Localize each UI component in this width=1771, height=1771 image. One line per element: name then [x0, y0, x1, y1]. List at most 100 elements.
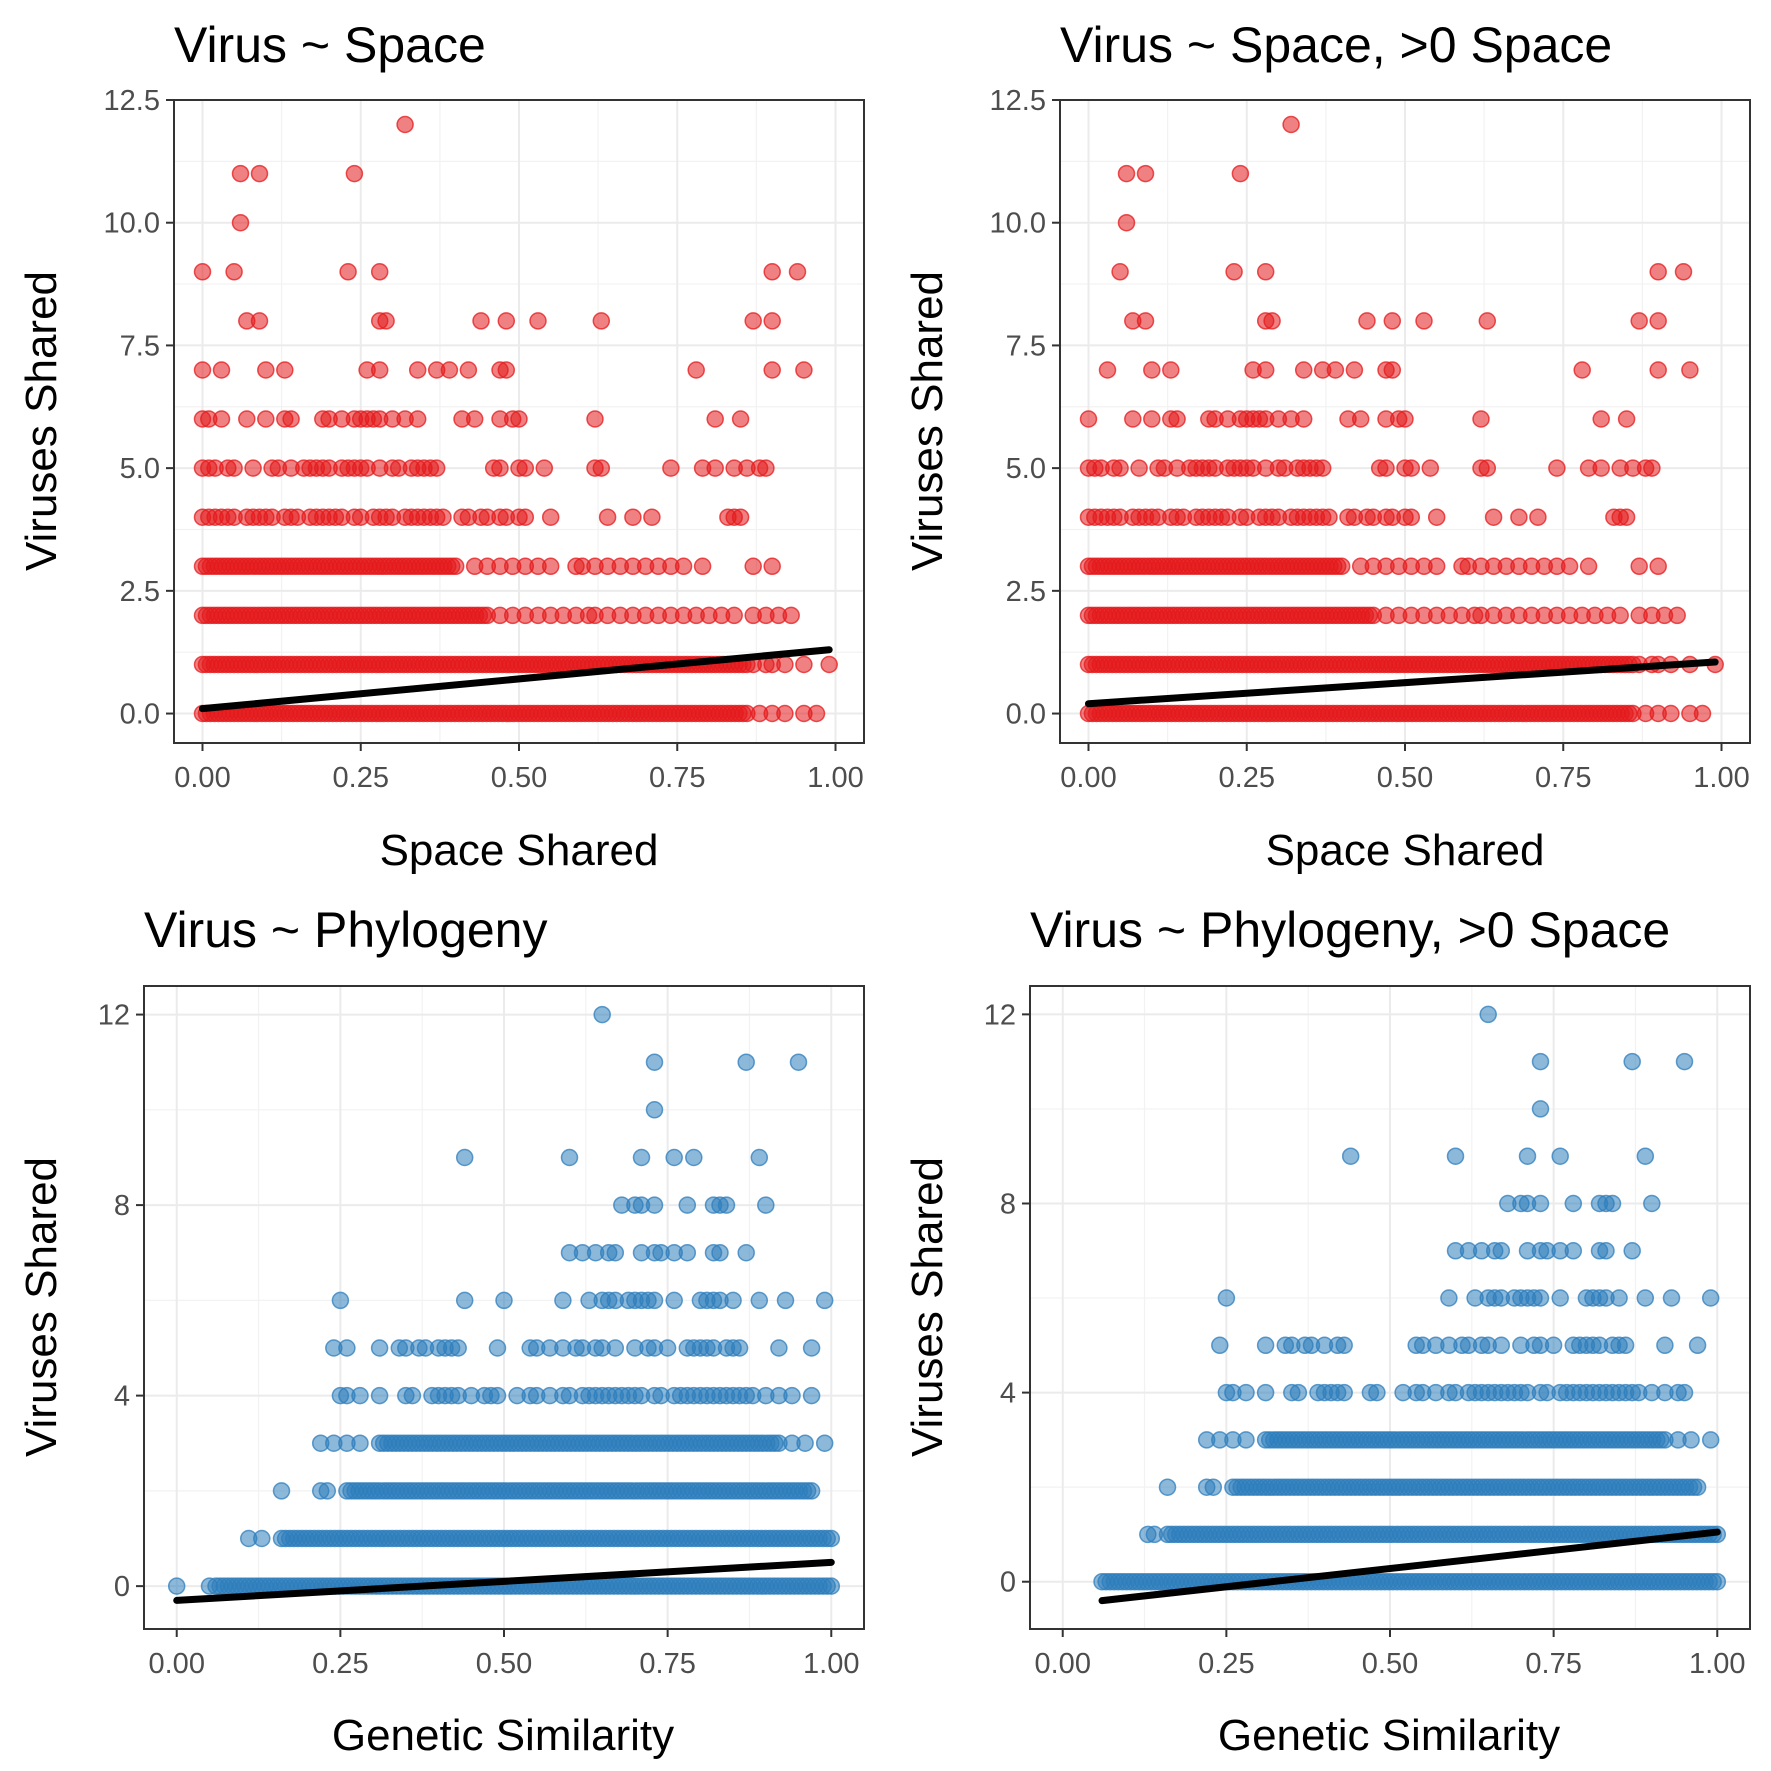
- scatter-points: [1093, 1005, 1727, 1591]
- data-point: [276, 361, 294, 379]
- data-point: [1158, 1478, 1177, 1496]
- x-tick-label: 0.25: [1219, 762, 1275, 794]
- data-point: [1551, 1147, 1569, 1165]
- data-point: [731, 410, 750, 428]
- data-point: [554, 1291, 572, 1310]
- data-point: [598, 508, 617, 526]
- data-point: [370, 1339, 389, 1357]
- data-point: [606, 1243, 625, 1262]
- x-tick-label: 0.25: [333, 762, 389, 794]
- data-point: [1681, 361, 1699, 379]
- data-point: [488, 1339, 507, 1357]
- data-point: [541, 508, 560, 526]
- data-point: [1143, 361, 1161, 379]
- data-point: [685, 1148, 703, 1167]
- data-point: [1111, 459, 1129, 477]
- data-point: [1130, 459, 1148, 477]
- data-point: [1237, 1383, 1255, 1402]
- data-point: [1531, 1052, 1550, 1071]
- data-point: [763, 312, 781, 330]
- data-point: [257, 361, 275, 379]
- x-tick-label: 0.75: [1535, 762, 1591, 794]
- data-point: [1111, 263, 1129, 281]
- y-tick-label: 2.5: [1006, 576, 1046, 608]
- x-tick-label: 1.00: [807, 762, 863, 794]
- y-tick-label: 7.5: [120, 330, 160, 362]
- data-point: [1531, 1194, 1550, 1213]
- chart-virus-space: Virus ~ Space Space Shared Viruses Share…: [17, 17, 865, 875]
- chart-title: Virus ~ Space: [174, 17, 486, 73]
- data-point: [1603, 1194, 1622, 1213]
- data-point: [737, 1243, 755, 1262]
- data-point: [1611, 606, 1629, 625]
- data-point: [1440, 1289, 1458, 1307]
- data-point: [731, 508, 750, 526]
- data-point: [282, 410, 300, 428]
- data-point: [1256, 361, 1275, 379]
- data-point: [318, 1482, 337, 1500]
- data-point: [1484, 508, 1503, 526]
- data-point: [606, 1339, 625, 1357]
- data-point: [516, 508, 535, 526]
- data-point: [788, 263, 807, 281]
- data-point: [783, 1386, 801, 1405]
- data-point: [257, 410, 275, 428]
- data-point: [1617, 410, 1636, 428]
- data-point: [757, 459, 775, 477]
- x-tick-label: 0.50: [476, 1648, 532, 1680]
- data-point: [1617, 508, 1636, 526]
- data-point: [1204, 1478, 1223, 1496]
- chart-virus-space-nonzero: Virus ~ Space, >0 Space Space Shared Vir…: [903, 17, 1751, 875]
- x-tick-label: 0.00: [1060, 762, 1116, 794]
- data-point: [1548, 459, 1566, 477]
- y-tick-label: 0: [1000, 1567, 1016, 1599]
- data-point: [403, 1386, 422, 1405]
- data-point: [440, 361, 459, 379]
- data-point: [1294, 410, 1313, 428]
- data-point: [802, 1482, 821, 1500]
- x-tick-label: 0.25: [1198, 1648, 1254, 1680]
- data-point: [1492, 1242, 1511, 1260]
- data-point: [1335, 1336, 1353, 1355]
- data-point: [744, 557, 762, 576]
- trend-line: [1098, 1528, 1721, 1605]
- x-tick-label: 1.00: [1693, 762, 1749, 794]
- chart-title: Virus ~ Phylogeny: [144, 902, 548, 958]
- data-point: [1383, 312, 1402, 330]
- data-point: [795, 361, 813, 379]
- data-point: [193, 263, 212, 281]
- data-point: [250, 312, 269, 330]
- panel-border: [143, 985, 865, 1630]
- data-point: [1616, 1336, 1635, 1355]
- data-point: [665, 1148, 683, 1167]
- data-point: [200, 1577, 219, 1595]
- data-point: [1313, 459, 1332, 477]
- data-point: [345, 164, 364, 183]
- data-point: [541, 557, 560, 576]
- y-axis-title: Viruses Shared: [17, 1157, 66, 1457]
- data-point: [1335, 1383, 1353, 1402]
- x-axis-title: Genetic Similarity: [332, 1711, 674, 1760]
- data-point: [1510, 508, 1528, 526]
- data-point: [693, 557, 712, 576]
- data-point: [1211, 1336, 1229, 1355]
- data-point: [1345, 361, 1364, 379]
- data-point: [1124, 410, 1142, 428]
- data-point: [1225, 263, 1243, 281]
- data-point: [586, 410, 604, 428]
- data-point: [1630, 312, 1648, 330]
- data-point: [822, 1577, 841, 1595]
- data-point: [1649, 361, 1667, 379]
- data-point: [238, 410, 256, 428]
- y-tick-label: 0.0: [1006, 699, 1046, 731]
- data-point: [231, 164, 250, 183]
- data-point: [807, 704, 826, 723]
- y-tick-label: 12: [98, 1000, 130, 1032]
- data-point: [717, 1196, 736, 1214]
- data-point: [687, 361, 705, 379]
- x-tick-label: 0.75: [649, 762, 705, 794]
- panel-border: [1059, 99, 1751, 744]
- data-point: [763, 263, 781, 281]
- data-point: [1263, 312, 1281, 330]
